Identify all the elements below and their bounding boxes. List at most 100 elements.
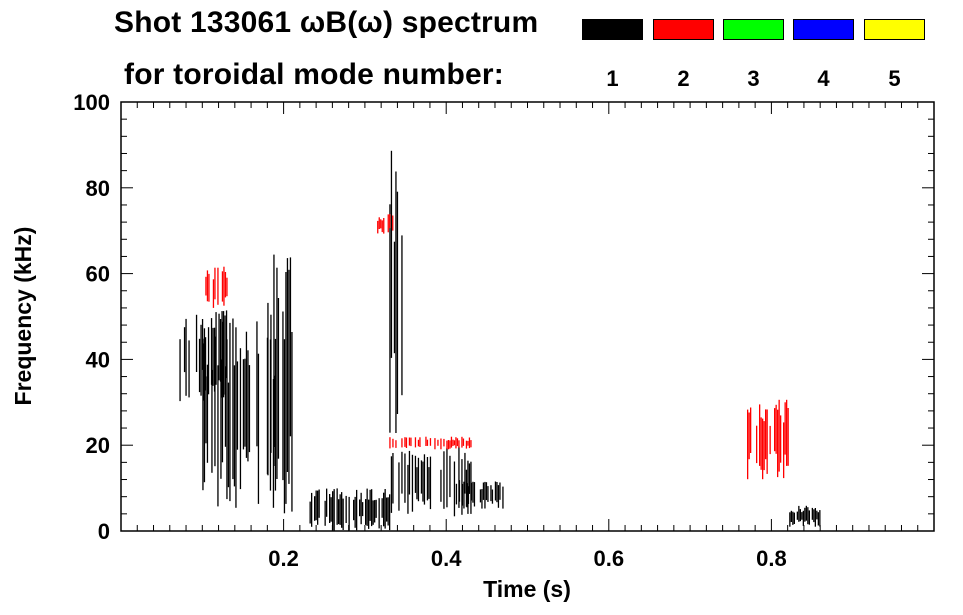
spectrum-streak [218, 313, 220, 381]
spectrum-streak [786, 399, 788, 466]
spectrum-streak [798, 505, 800, 522]
spectrum-streak [407, 464, 409, 514]
tick-labels-layer: 0.2 0.4 0.6 0.8 0 20 40 60 80 100 [73, 90, 786, 571]
y-tick-label: 40 [86, 347, 110, 372]
spectrum-streak [285, 272, 287, 504]
spectrum-streak [455, 437, 457, 449]
spectrum-streak [449, 455, 451, 498]
spectrum-streak [206, 364, 209, 463]
x-tick-label: 0.6 [594, 546, 625, 571]
mode-2-region-3 [205, 266, 228, 308]
spectrum-streak [408, 450, 411, 495]
spectrum-streak [354, 496, 356, 528]
spectrum-streak [490, 485, 492, 502]
spectrum-streak [440, 469, 442, 502]
spectrum-streak [389, 437, 391, 449]
spectrum-streak [802, 510, 804, 526]
spectrum-streak [461, 484, 464, 506]
spectrum-streak [468, 437, 471, 449]
spectrum-streak [333, 489, 335, 531]
chart-subtitle: for toroidal mode number: [124, 58, 504, 91]
spectrum-streak [210, 318, 213, 385]
spectrum-streak [466, 483, 468, 508]
spectrum-streak [805, 505, 807, 521]
spectrum-streak [414, 455, 417, 493]
spectrum-streak [245, 331, 248, 458]
spectrum-streak [804, 507, 806, 522]
spectrum-streak [404, 437, 406, 447]
spectrum-streak [214, 267, 216, 300]
spectrum-streak [371, 489, 373, 527]
spectrum-streak [443, 451, 445, 509]
spectrum-streak [817, 512, 819, 526]
spectrum-streak [336, 488, 338, 525]
spectrum-streak [377, 220, 379, 234]
spectrum-streak [203, 328, 206, 483]
spectrum-streak [244, 358, 246, 447]
spectrum-streak [450, 436, 453, 448]
spectrum-streak [481, 489, 483, 509]
legend-label-mode-1: 1 [606, 66, 619, 91]
spectrum-streak [487, 486, 489, 502]
spectrum-streak [317, 490, 319, 525]
spectrum-streak [396, 191, 399, 414]
spectrum-streak [205, 276, 207, 296]
spectrum-streak [204, 337, 207, 391]
spectrum-streak [372, 500, 374, 525]
spectrum-streak [360, 492, 362, 525]
spectrum-streak [429, 438, 432, 446]
legend-label-mode-2: 2 [677, 66, 690, 91]
spectrum-streak [463, 481, 465, 509]
y-tick-label: 60 [86, 262, 110, 287]
spectrum-streak [236, 361, 239, 450]
spectrum-streak [783, 422, 785, 479]
spectrum-streak [383, 492, 385, 527]
spectrum-streak [811, 507, 813, 520]
legend-swatch-mode-3 [723, 19, 784, 40]
spectrum-streak [458, 480, 461, 502]
spectrum-streak [456, 438, 459, 447]
spectrum-streak [226, 339, 228, 500]
spectrum-streak [426, 457, 429, 501]
spectrum-streak [387, 214, 389, 233]
spectrum-streak [288, 269, 290, 484]
spectrum-streak [289, 257, 292, 437]
spectrum-streak [384, 489, 386, 529]
spectrum-streak [468, 463, 471, 494]
spectrum-streak [446, 448, 448, 508]
spectrum-streak [342, 498, 344, 530]
spectrum-streak [369, 489, 371, 521]
spectrum-streak [467, 486, 470, 504]
spectrum-streak [215, 312, 217, 385]
spectrum-streak [787, 408, 789, 466]
spectrum-streak [220, 359, 222, 479]
spectrum-streak [756, 425, 758, 464]
spectrum-streak [416, 467, 418, 500]
spectrum-streak [212, 279, 215, 308]
spectrum-streak [339, 494, 341, 525]
spectrum-streak [777, 409, 779, 478]
spectrum-streak [183, 327, 186, 373]
spectrum-streak [257, 353, 260, 504]
spectrum-streak [453, 461, 456, 517]
spectrum-streak [222, 311, 225, 398]
spectrum-streak [314, 496, 316, 521]
spectrum-streak [188, 340, 190, 398]
spectrum-streak [423, 454, 426, 505]
ticks-layer [121, 102, 934, 531]
spectrum-streak [464, 452, 466, 494]
spectrum-streak [790, 510, 792, 522]
spectrum-streak [242, 359, 245, 450]
y-axis-title: Frequency (kHz) [10, 227, 36, 406]
mode-1-region-6 [455, 480, 504, 509]
spectrum-streak [401, 451, 403, 494]
spectrum-streak [224, 315, 226, 395]
spectrum-streak [401, 438, 403, 448]
spectrum-streak [329, 494, 331, 523]
spectrum-streak [309, 501, 311, 524]
spectrum-streak [762, 418, 764, 480]
spectrum-streak [775, 404, 777, 454]
spectrum-streak [419, 437, 421, 447]
spectrum-streak [211, 369, 213, 473]
